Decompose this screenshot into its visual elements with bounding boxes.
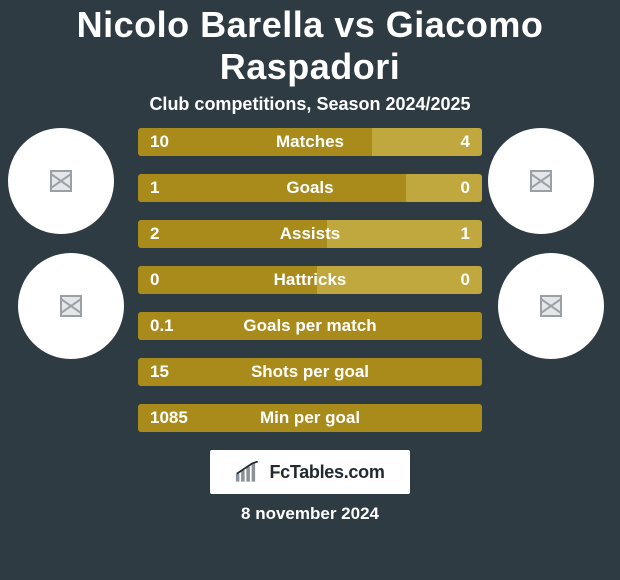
stat-row: 104Matches xyxy=(138,128,482,156)
stat-label: Goals xyxy=(138,178,482,198)
page-subtitle: Club competitions, Season 2024/2025 xyxy=(0,94,620,115)
stat-row: 1085Min per goal xyxy=(138,404,482,432)
date-label: 8 november 2024 xyxy=(0,504,620,524)
stat-row: 10Goals xyxy=(138,174,482,202)
watermark-badge: FcTables.com xyxy=(210,450,410,494)
stats-bars: 104Matches 10Goals 21Assists 00Hattricks 0.1… xyxy=(138,128,482,450)
stat-row: 21Assists xyxy=(138,220,482,248)
stat-row: 00Hattricks xyxy=(138,266,482,294)
player1-avatar-bottom xyxy=(18,253,124,359)
stat-label: Min per goal xyxy=(138,408,482,428)
stat-label: Matches xyxy=(138,132,482,152)
stat-label: Assists xyxy=(138,224,482,244)
stat-row: 0.1Goals per match xyxy=(138,312,482,340)
page-title: Nicolo Barella vs Giacomo Raspadori xyxy=(0,4,620,88)
player2-avatar-bottom xyxy=(498,253,604,359)
fctables-logo-icon xyxy=(235,461,263,483)
player1-avatar-top xyxy=(8,128,114,234)
image-placeholder-icon xyxy=(50,170,72,192)
stat-label: Hattricks xyxy=(138,270,482,290)
image-placeholder-icon xyxy=(530,170,552,192)
watermark-text: FcTables.com xyxy=(269,462,384,483)
stat-row: 15Shots per goal xyxy=(138,358,482,386)
stat-label: Goals per match xyxy=(138,316,482,336)
image-placeholder-icon xyxy=(540,295,562,317)
player2-avatar-top xyxy=(488,128,594,234)
stat-label: Shots per goal xyxy=(138,362,482,382)
image-placeholder-icon xyxy=(60,295,82,317)
